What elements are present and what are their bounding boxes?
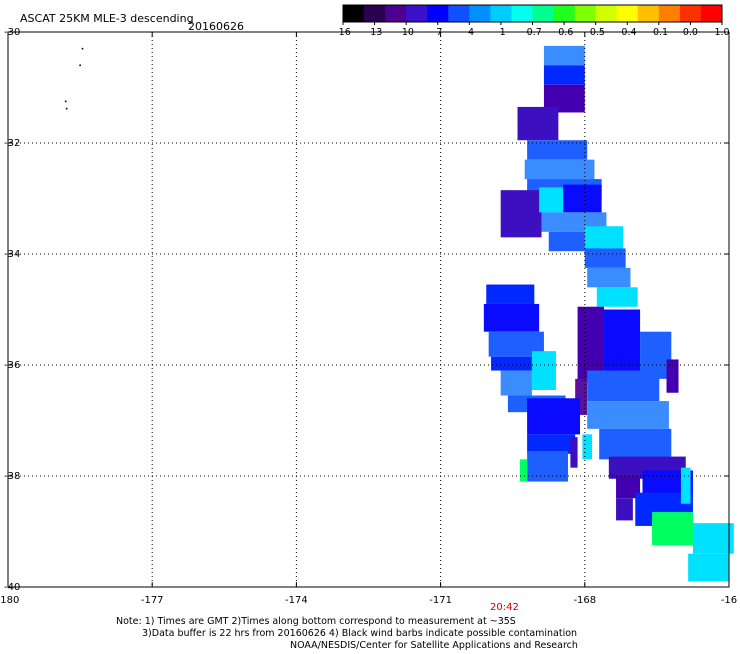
x-tick-label: -168 bbox=[573, 595, 596, 606]
footer-note-line1: Note: 1) Times are GMT 2)Times along bot… bbox=[116, 616, 516, 627]
colorbar-label: 0.0 bbox=[683, 27, 698, 38]
wind-cells bbox=[483, 45, 734, 582]
wind-cell bbox=[599, 428, 672, 460]
colorbar-label: -13 bbox=[367, 27, 383, 38]
chart-title: ASCAT 25KM MLE-3 descending bbox=[20, 12, 194, 25]
wind-cell bbox=[543, 65, 585, 85]
colorbar-swatch bbox=[574, 5, 597, 22]
scatter-dot bbox=[81, 47, 84, 50]
wind-cell bbox=[596, 287, 638, 307]
scatter-dot bbox=[79, 64, 81, 67]
colorbar: -16 -13 -10 -7 -4 -1 -0.7 -0.6 -0.5 -0.4 -0.1 0.0 1.… bbox=[335, 4, 730, 38]
colorbar-swatch bbox=[385, 5, 407, 22]
wind-cell bbox=[486, 284, 535, 304]
y-tick-label: -32 bbox=[4, 138, 20, 149]
colorbar-swatch bbox=[700, 5, 723, 22]
wind-cell bbox=[539, 187, 564, 213]
wind-cell bbox=[582, 434, 593, 460]
wind-cell bbox=[577, 306, 605, 382]
colorbar-label: -16 bbox=[335, 27, 351, 38]
colorbar-swatch bbox=[658, 5, 681, 22]
wind-cell bbox=[688, 553, 729, 582]
colorbar-swatch bbox=[616, 5, 639, 22]
wind-cell bbox=[527, 451, 568, 482]
wind-cell bbox=[527, 434, 576, 454]
colorbar-swatch bbox=[532, 5, 555, 22]
x-tick-label: -174 bbox=[285, 595, 308, 606]
colorbar-swatch bbox=[448, 5, 470, 22]
axis-ticks: -180 -177 -174 -171 -168 -16 -30 -32 -34 -36 -38 -4… bbox=[0, 27, 737, 606]
colorbar-label: -0.7 bbox=[523, 27, 542, 38]
wind-cell bbox=[500, 370, 532, 396]
wind-cell bbox=[680, 467, 691, 504]
wind-cell bbox=[570, 437, 578, 468]
gridlines bbox=[8, 32, 729, 587]
wind-cell bbox=[491, 356, 532, 371]
x-tick-label: -180 bbox=[0, 595, 19, 606]
wind-cell bbox=[527, 140, 588, 160]
wind-cell bbox=[483, 303, 540, 332]
colorbar-swatch bbox=[469, 5, 491, 22]
wind-cell bbox=[527, 398, 580, 435]
scatter-dot bbox=[65, 107, 68, 110]
wind-cell bbox=[517, 106, 559, 141]
footer-credit: NOAA/NESDIS/Center for Satellite Applica… bbox=[290, 640, 578, 650]
x-tick-label: -16 bbox=[721, 595, 737, 606]
wind-cell bbox=[524, 159, 595, 180]
y-tick-label: -36 bbox=[4, 360, 20, 371]
wind-cell bbox=[587, 370, 660, 402]
colorbar-label: -4 bbox=[465, 27, 474, 38]
colorbar-swatch bbox=[364, 5, 386, 22]
x-tick-label: -177 bbox=[141, 595, 164, 606]
wind-cell bbox=[584, 248, 626, 268]
wind-cell bbox=[543, 45, 585, 66]
scatter-dot bbox=[64, 100, 67, 103]
chart-date: 20160626 bbox=[188, 20, 244, 33]
colorbar-swatch bbox=[679, 5, 702, 22]
colorbar-swatch bbox=[511, 5, 533, 22]
colorbar-label: -10 bbox=[398, 27, 414, 38]
colorbar-label: -0.5 bbox=[586, 27, 605, 38]
colorbar-swatch bbox=[427, 5, 449, 22]
colorbar-swatch bbox=[637, 5, 660, 22]
y-tick-label: -40 bbox=[4, 582, 20, 593]
wind-cell bbox=[587, 401, 669, 429]
colorbar-label: -0.4 bbox=[618, 27, 637, 38]
colorbar-label: -0.6 bbox=[555, 27, 574, 38]
colorbar-swatch bbox=[343, 5, 365, 22]
colorbar-swatch bbox=[553, 5, 576, 22]
colorbar-label: -0.1 bbox=[650, 27, 669, 38]
wind-cell bbox=[652, 512, 693, 540]
wind-cell bbox=[584, 226, 624, 249]
colorbar-swatch bbox=[490, 5, 512, 22]
time-label: 20:42 bbox=[490, 602, 519, 613]
y-tick-label: -30 bbox=[4, 27, 20, 38]
wind-cell bbox=[604, 309, 641, 377]
colorbar-label: 1.0 bbox=[714, 27, 729, 38]
wind-cell bbox=[563, 184, 602, 213]
scatter-dots bbox=[64, 47, 84, 110]
wind-cell bbox=[666, 359, 679, 393]
colorbar-swatch bbox=[595, 5, 618, 22]
wind-cell bbox=[500, 190, 542, 238]
x-tick-label: -171 bbox=[429, 595, 452, 606]
colorbar-label: -7 bbox=[433, 27, 442, 38]
footer-note-line2: 3)Data buffer is 22 hrs from 20160626 4)… bbox=[142, 628, 577, 639]
wind-cell bbox=[519, 459, 528, 482]
wind-cell bbox=[692, 523, 734, 554]
wind-cell bbox=[531, 351, 556, 390]
colorbar-label: -1 bbox=[496, 27, 505, 38]
wind-cell bbox=[616, 498, 633, 521]
colorbar-swatch bbox=[406, 5, 428, 22]
y-tick-label: -34 bbox=[4, 249, 20, 260]
wind-cell bbox=[616, 476, 641, 499]
y-tick-label: -38 bbox=[4, 471, 20, 482]
plot-frame bbox=[7, 31, 730, 588]
wind-cell bbox=[587, 267, 631, 288]
